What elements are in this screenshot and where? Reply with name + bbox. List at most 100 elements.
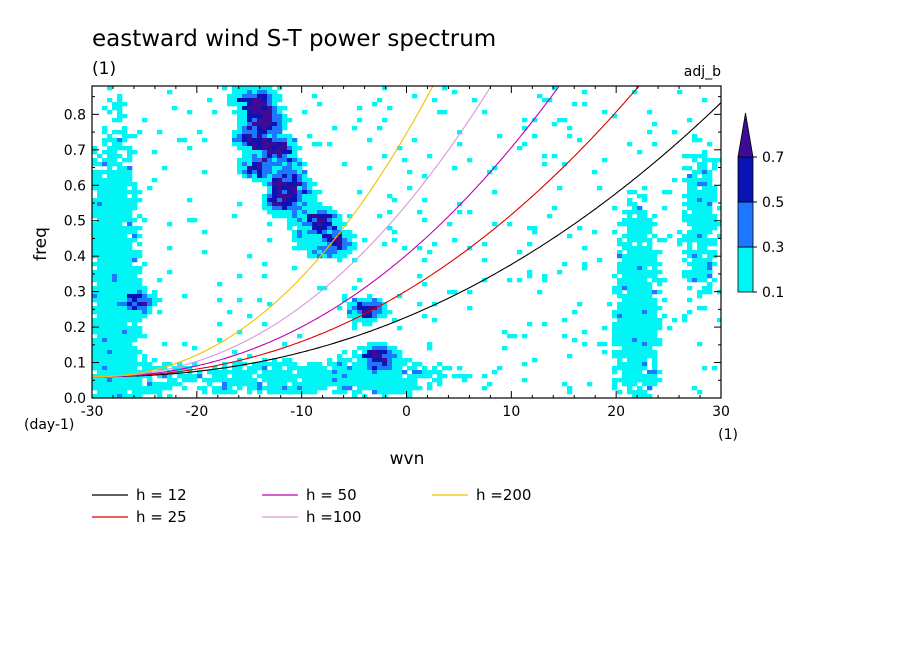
contour-cell <box>712 218 718 223</box>
contour-cell <box>292 390 298 395</box>
contour-cell <box>197 130 203 135</box>
contour-cell <box>682 178 688 183</box>
contour-cell <box>117 234 123 239</box>
contour-cell <box>307 370 313 375</box>
contour-cell <box>647 330 653 335</box>
contour-cell <box>377 378 383 383</box>
contour-cell <box>317 370 323 375</box>
contour-cell <box>122 322 128 327</box>
contour-cell <box>127 258 133 263</box>
contour-cell <box>692 270 698 275</box>
contour-cell <box>707 262 713 267</box>
contour-cell <box>682 258 688 263</box>
contour-cell <box>357 106 363 111</box>
contour-cell <box>267 302 273 307</box>
contour-cell <box>232 142 238 147</box>
contour-cell <box>392 370 398 375</box>
contour-cell <box>297 166 303 171</box>
contour-cell <box>132 354 138 359</box>
contour-cell <box>222 86 228 91</box>
contour-cell <box>627 326 633 331</box>
contour-cell <box>622 342 628 347</box>
contour-cell <box>97 374 103 379</box>
contour-cell <box>237 274 243 279</box>
contour-cell <box>337 234 343 239</box>
contour-cell <box>337 370 343 375</box>
contour-cell <box>302 210 308 215</box>
contour-cell <box>612 386 618 391</box>
contour-cell <box>97 214 103 219</box>
contour-cell <box>97 358 103 363</box>
contour-cell <box>327 254 333 259</box>
contour-cell <box>157 310 163 315</box>
contour-cell <box>257 390 263 395</box>
contour-cell <box>622 382 628 387</box>
contour-cell <box>332 374 338 379</box>
contour-cell <box>707 230 713 235</box>
contour-cell <box>117 386 123 391</box>
contour-cell <box>342 378 348 383</box>
contour-cell <box>372 350 378 355</box>
contour-cell <box>652 278 658 283</box>
contour-cell <box>712 198 718 203</box>
contour-cell <box>392 318 398 323</box>
contour-cell <box>177 370 183 375</box>
contour-cell <box>387 362 393 367</box>
contour-cell <box>697 170 703 175</box>
contour-cell <box>627 250 633 255</box>
contour-cell <box>227 378 233 383</box>
contour-cell <box>302 246 308 251</box>
legend-label: h =100 <box>306 508 361 526</box>
contour-cell <box>332 226 338 231</box>
contour-cell <box>627 222 633 227</box>
contour-cell <box>242 370 248 375</box>
contour-cell <box>627 214 633 219</box>
contour-cell <box>382 346 388 351</box>
contour-cell <box>637 214 643 219</box>
contour-cell <box>137 270 143 275</box>
contour-cell <box>637 378 643 383</box>
contour-cell <box>642 362 648 367</box>
contour-cell <box>647 254 653 259</box>
contour-cell <box>102 246 108 251</box>
contour-cell <box>132 270 138 275</box>
contour-cell <box>112 230 118 235</box>
contour-cell <box>257 102 263 107</box>
contour-cell <box>632 270 638 275</box>
contour-cell <box>637 298 643 303</box>
contour-cell <box>102 294 108 299</box>
contour-cell <box>187 366 193 371</box>
contour-cell <box>672 318 678 323</box>
contour-cell <box>122 290 128 295</box>
contour-cell <box>132 326 138 331</box>
contour-cell <box>117 242 123 247</box>
contour-cell <box>147 306 153 311</box>
contour-cell <box>507 278 513 283</box>
contour-cell <box>417 370 423 375</box>
contour-cell <box>642 382 648 387</box>
contour-cell <box>122 270 128 275</box>
contour-cell <box>707 174 713 179</box>
contour-cell <box>272 382 278 387</box>
contour-cell <box>127 326 133 331</box>
contour-cell <box>332 126 338 131</box>
contour-cell <box>92 198 98 203</box>
contour-cell <box>262 126 268 131</box>
contour-cell <box>237 142 243 147</box>
contour-cell <box>257 382 263 387</box>
contour-cell <box>117 258 123 263</box>
contour-cell <box>92 354 98 359</box>
contour-cell <box>257 138 263 143</box>
contour-cell <box>92 342 98 347</box>
contour-cell <box>112 338 118 343</box>
contour-cell <box>127 150 133 155</box>
contour-cell <box>152 150 158 155</box>
contour-cell <box>307 382 313 387</box>
contour-cell <box>302 242 308 247</box>
contour-cell <box>662 206 668 211</box>
contour-cell <box>637 226 643 231</box>
contour-cell <box>407 390 413 395</box>
contour-cell <box>112 210 118 215</box>
contour-cell <box>92 246 98 251</box>
contour-cell <box>632 266 638 271</box>
